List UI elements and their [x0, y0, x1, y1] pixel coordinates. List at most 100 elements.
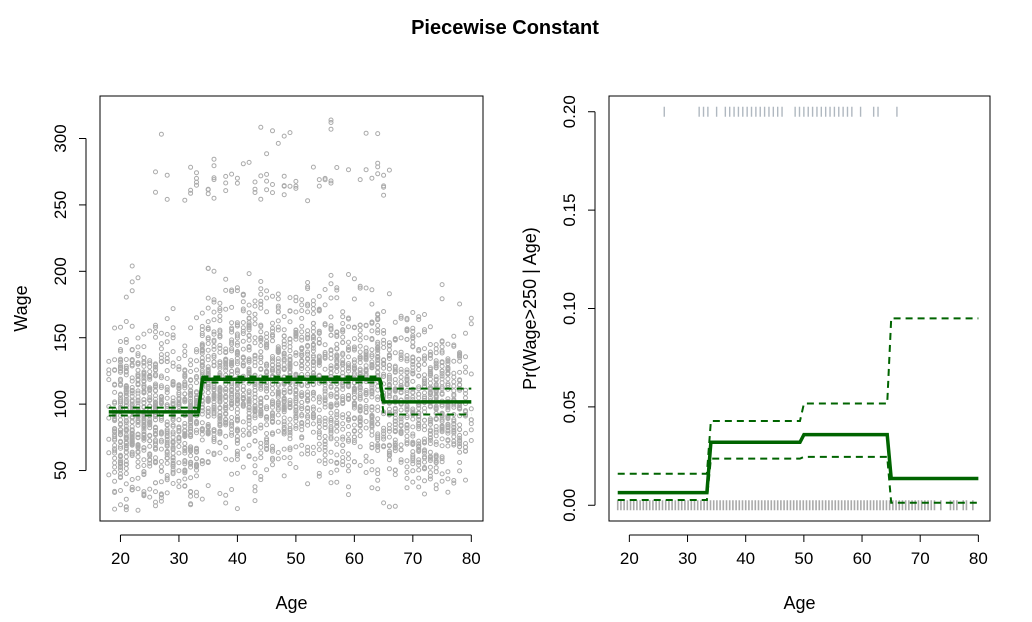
data-point: [433, 342, 439, 348]
data-point: [457, 358, 463, 364]
data-point: [170, 335, 176, 341]
data-point: [346, 463, 351, 469]
data-point: [229, 471, 235, 477]
data-point: [199, 343, 205, 349]
data-point: [451, 391, 457, 397]
data-point: [112, 464, 118, 470]
data-point: [194, 375, 199, 381]
data-point: [346, 468, 351, 474]
data-point: [322, 366, 328, 372]
data-point-high-earner: [305, 198, 311, 204]
data-point: [404, 425, 410, 431]
data-point: [398, 407, 404, 413]
data-point: [404, 469, 410, 475]
data-point: [176, 478, 182, 484]
data-point: [346, 383, 351, 389]
data-point: [246, 396, 252, 402]
data-point: [205, 422, 211, 427]
data-point: [234, 392, 240, 398]
data-point: [129, 385, 135, 390]
data-point: [234, 434, 240, 439]
data-point: [118, 356, 123, 362]
data-point: [375, 339, 381, 345]
data-point: [427, 416, 433, 422]
data-point: [205, 483, 211, 489]
data-point-high-earner: [381, 192, 387, 198]
data-point: [328, 351, 334, 357]
data-point: [205, 357, 211, 363]
data-point: [129, 414, 135, 420]
data-point: [123, 458, 129, 464]
data-point: [316, 306, 322, 312]
data-point: [340, 421, 346, 427]
data-point: [194, 427, 199, 433]
data-point: [229, 426, 235, 432]
data-point: [158, 341, 164, 347]
data-point: [240, 363, 246, 369]
data-point: [211, 343, 217, 349]
data-point: [170, 360, 176, 366]
data-point-high-earner: [369, 175, 375, 181]
data-point: [299, 435, 305, 441]
data-point: [129, 397, 135, 403]
data-point: [287, 388, 293, 394]
data-point: [410, 458, 416, 464]
data-point: [118, 438, 123, 444]
data-point: [211, 413, 217, 419]
data-point: [205, 319, 211, 325]
data-point: [363, 285, 369, 291]
data-point: [281, 407, 287, 413]
data-point: [158, 417, 164, 423]
data-point: [281, 387, 287, 393]
data-point: [363, 387, 369, 393]
data-point: [305, 451, 311, 457]
data-point: [369, 404, 375, 410]
data-point: [176, 392, 182, 397]
data-point: [416, 467, 422, 473]
data-point: [270, 391, 275, 397]
data-point: [433, 465, 439, 471]
data-point: [129, 477, 135, 482]
data-point: [427, 386, 433, 391]
data-point: [229, 337, 235, 343]
data-point: [252, 408, 258, 414]
data-point: [451, 478, 457, 483]
data-point: [217, 306, 223, 311]
data-point: [427, 342, 433, 347]
data-point: [305, 415, 311, 421]
data-point-high-earner: [194, 182, 199, 188]
data-point: [369, 485, 375, 491]
data-point: [363, 357, 369, 363]
data-point: [123, 432, 129, 438]
data-point: [170, 381, 176, 387]
lower-confidence-band: [108, 381, 472, 417]
data-point: [334, 420, 340, 426]
data-point: [199, 461, 205, 467]
data-point: [346, 368, 351, 374]
data-point: [398, 349, 404, 355]
data-point: [305, 356, 311, 362]
data-point: [451, 417, 457, 422]
fitted-step-function: [108, 377, 472, 414]
data-point: [468, 315, 474, 321]
data-point: [410, 441, 416, 446]
data-point: [118, 422, 123, 428]
data-point: [240, 338, 246, 344]
data-point: [404, 475, 410, 481]
data-point: [305, 344, 311, 349]
data-point: [170, 457, 176, 463]
data-point: [422, 390, 427, 396]
data-point: [422, 448, 427, 454]
data-point: [351, 440, 357, 446]
data-point: [199, 341, 205, 347]
data-point: [153, 439, 158, 445]
data-point-high-earner: [211, 195, 217, 201]
data-point: [369, 432, 375, 438]
data-point: [182, 423, 188, 429]
data-point: [264, 395, 270, 401]
data-point: [135, 486, 141, 492]
data-point: [217, 491, 223, 496]
data-point: [217, 327, 223, 333]
data-point: [439, 478, 445, 484]
